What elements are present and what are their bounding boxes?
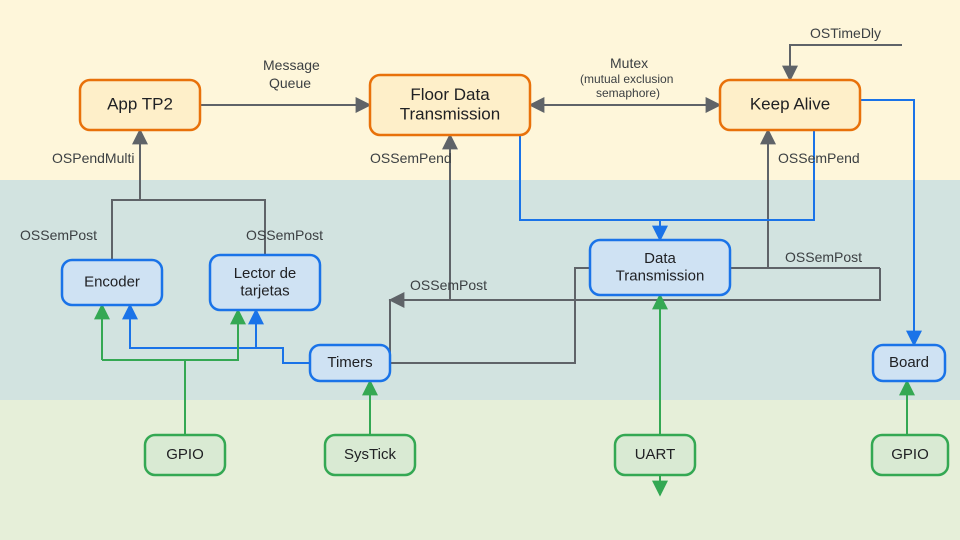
edge-label-pendmulti: OSPendMulti bbox=[52, 150, 134, 166]
edge-label-sempost2: OSSemPost bbox=[246, 227, 323, 243]
node-gpio1: GPIO bbox=[145, 435, 225, 475]
node-app_tp2: App TP2 bbox=[80, 80, 200, 130]
node-systick: SysTick bbox=[325, 435, 415, 475]
edge-label-sempost3: OSSemPost bbox=[410, 277, 487, 293]
node-encoder: Encoder bbox=[62, 260, 162, 305]
node-keep: Keep Alive bbox=[720, 80, 860, 130]
node-timers: Timers bbox=[310, 345, 390, 381]
node-datatx: DataTransmission bbox=[590, 240, 730, 295]
node-board: Board bbox=[873, 345, 945, 381]
edge-label-sempost1: OSSemPost bbox=[20, 227, 97, 243]
node-gpio2: GPIO bbox=[872, 435, 948, 475]
edge-label-msgq2: Queue bbox=[269, 75, 311, 91]
edge-label-sempend2: OSSemPend bbox=[778, 150, 860, 166]
edge-label-sempend1: OSSemPend bbox=[370, 150, 452, 166]
node-uart: UART bbox=[615, 435, 695, 475]
edge-label-ostimedly: OSTimeDly bbox=[810, 25, 881, 41]
edge-label-msgq1: Message bbox=[263, 57, 320, 73]
node-lector: Lector detarjetas bbox=[210, 255, 320, 310]
node-floor: Floor DataTransmission bbox=[370, 75, 530, 135]
edge-label-mutex2: (mutual exclusion bbox=[580, 72, 673, 86]
edge-label-mutex3: semaphore) bbox=[596, 86, 660, 100]
edge-label-sempost4: OSSemPost bbox=[785, 249, 862, 265]
diagram-canvas: App TP2 Floor DataTransmission Keep Alive E… bbox=[0, 0, 960, 540]
edge-label-mutex1: Mutex bbox=[610, 55, 648, 71]
